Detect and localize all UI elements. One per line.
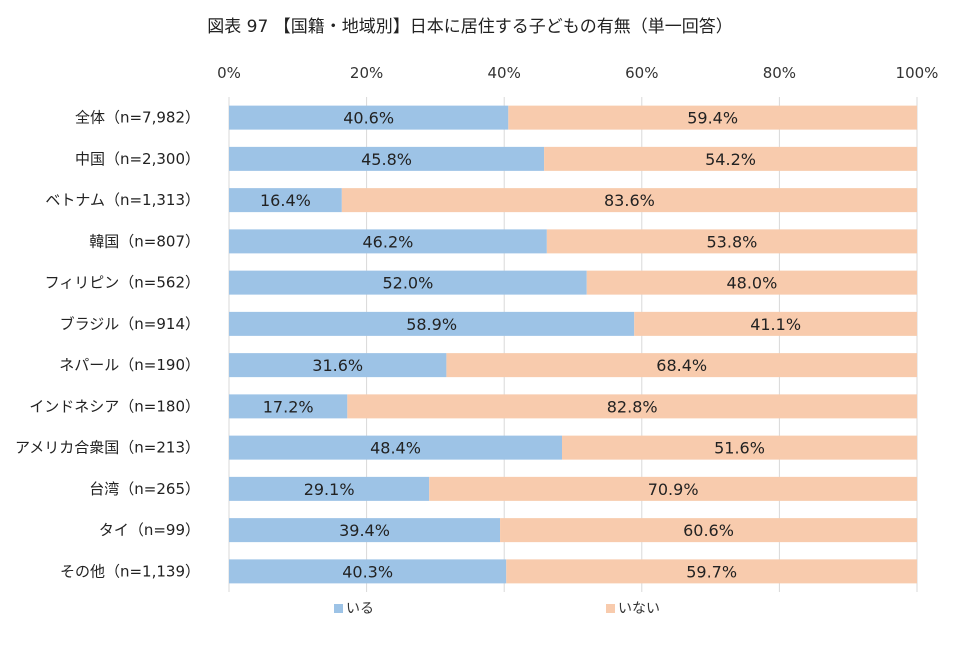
chart-title: 図表 97 【国籍・地域別】日本に居住する子どもの有無（単一回答） <box>207 17 732 37</box>
data-label: 60.6% <box>683 521 734 540</box>
bar-segment <box>341 188 917 213</box>
data-label: 48.4% <box>370 439 421 458</box>
bar-segment <box>586 270 917 295</box>
category-label: ネパール（n=190） <box>59 356 200 374</box>
category-label: 全体（n=7,982） <box>75 109 200 127</box>
bar-segment <box>229 188 342 213</box>
category-label: ブラジル（n=914） <box>60 315 200 333</box>
data-label: 58.9% <box>406 315 457 334</box>
data-label: 48.0% <box>726 274 777 293</box>
data-label: 59.7% <box>686 562 737 581</box>
x-tick-label: 100% <box>896 64 939 82</box>
category-label: その他（n=1,139） <box>60 562 200 580</box>
bar-segment <box>229 311 635 336</box>
bar-segment <box>229 353 447 378</box>
bar-segment <box>347 394 917 419</box>
bar-segment <box>229 559 507 584</box>
bar-segment <box>561 435 917 460</box>
bar-segment <box>508 105 917 130</box>
category-label: 中国（n=2,300） <box>75 150 200 168</box>
data-label: 59.4% <box>687 109 738 128</box>
bar-segment <box>229 270 587 295</box>
bar-segment <box>229 105 509 130</box>
bar-segment <box>546 229 917 254</box>
gridlines <box>228 97 918 592</box>
bar-segment <box>429 476 917 501</box>
bar-segment <box>544 146 917 171</box>
legend-label: いない <box>618 601 660 617</box>
category-label: タイ（n=99） <box>99 521 200 539</box>
data-label: 53.8% <box>707 232 758 251</box>
x-tick-label: 60% <box>625 64 658 82</box>
x-tick-label: 0% <box>217 64 241 82</box>
category-label: インドネシア（n=180） <box>29 397 200 415</box>
data-label: 31.6% <box>312 356 363 375</box>
x-tick-label: 80% <box>763 64 796 82</box>
data-label: 54.2% <box>705 150 756 169</box>
data-label: 83.6% <box>604 191 655 210</box>
data-label: 29.1% <box>304 480 355 499</box>
data-label: 39.4% <box>339 521 390 540</box>
bar-segment <box>229 229 547 254</box>
bar-segment <box>229 518 501 543</box>
legend-swatch <box>334 604 343 613</box>
data-label: 40.6% <box>343 109 394 128</box>
data-label: 68.4% <box>656 356 707 375</box>
bars: 40.6% 59.4% 45.8% 54.2% 16.4% 83.6% 46.2% 53.8%… <box>229 105 917 584</box>
category-label: ベトナム（n=1,313） <box>45 191 200 209</box>
data-label: 51.6% <box>714 439 765 458</box>
legend-swatch <box>606 604 615 613</box>
category-label: アメリカ合衆国（n=213） <box>15 439 200 457</box>
bar-segment <box>634 311 917 336</box>
data-label: 46.2% <box>363 232 414 251</box>
data-label: 40.3% <box>342 562 393 581</box>
legend-label: いる <box>346 601 374 617</box>
bar-segment <box>229 146 545 171</box>
bar-segment <box>500 518 917 543</box>
data-label: 82.8% <box>607 397 658 416</box>
bar-segment <box>229 394 348 419</box>
category-label: 韓国（n=807） <box>89 232 200 250</box>
category-label: フィリピン（n=562） <box>45 274 200 292</box>
bar-segment <box>229 476 430 501</box>
data-label: 45.8% <box>361 150 412 169</box>
data-label: 70.9% <box>648 480 699 499</box>
category-label: 台湾（n=265） <box>89 480 200 498</box>
data-label: 17.2% <box>263 397 314 416</box>
data-label: 16.4% <box>260 191 311 210</box>
x-axis-ticks: 0% 20% 40% 60% 80% 100% <box>217 64 938 82</box>
bar-segment <box>506 559 917 584</box>
legend: いる いない <box>334 601 660 617</box>
x-tick-label: 40% <box>488 64 521 82</box>
x-tick-label: 20% <box>350 64 383 82</box>
data-label: 41.1% <box>750 315 801 334</box>
bar-segment <box>229 435 562 460</box>
category-labels: 全体（n=7,982） 中国（n=2,300） ベトナム（n=1,313） 韓国（n=… <box>15 109 200 581</box>
data-label: 52.0% <box>382 274 433 293</box>
bar-segment <box>446 353 917 378</box>
